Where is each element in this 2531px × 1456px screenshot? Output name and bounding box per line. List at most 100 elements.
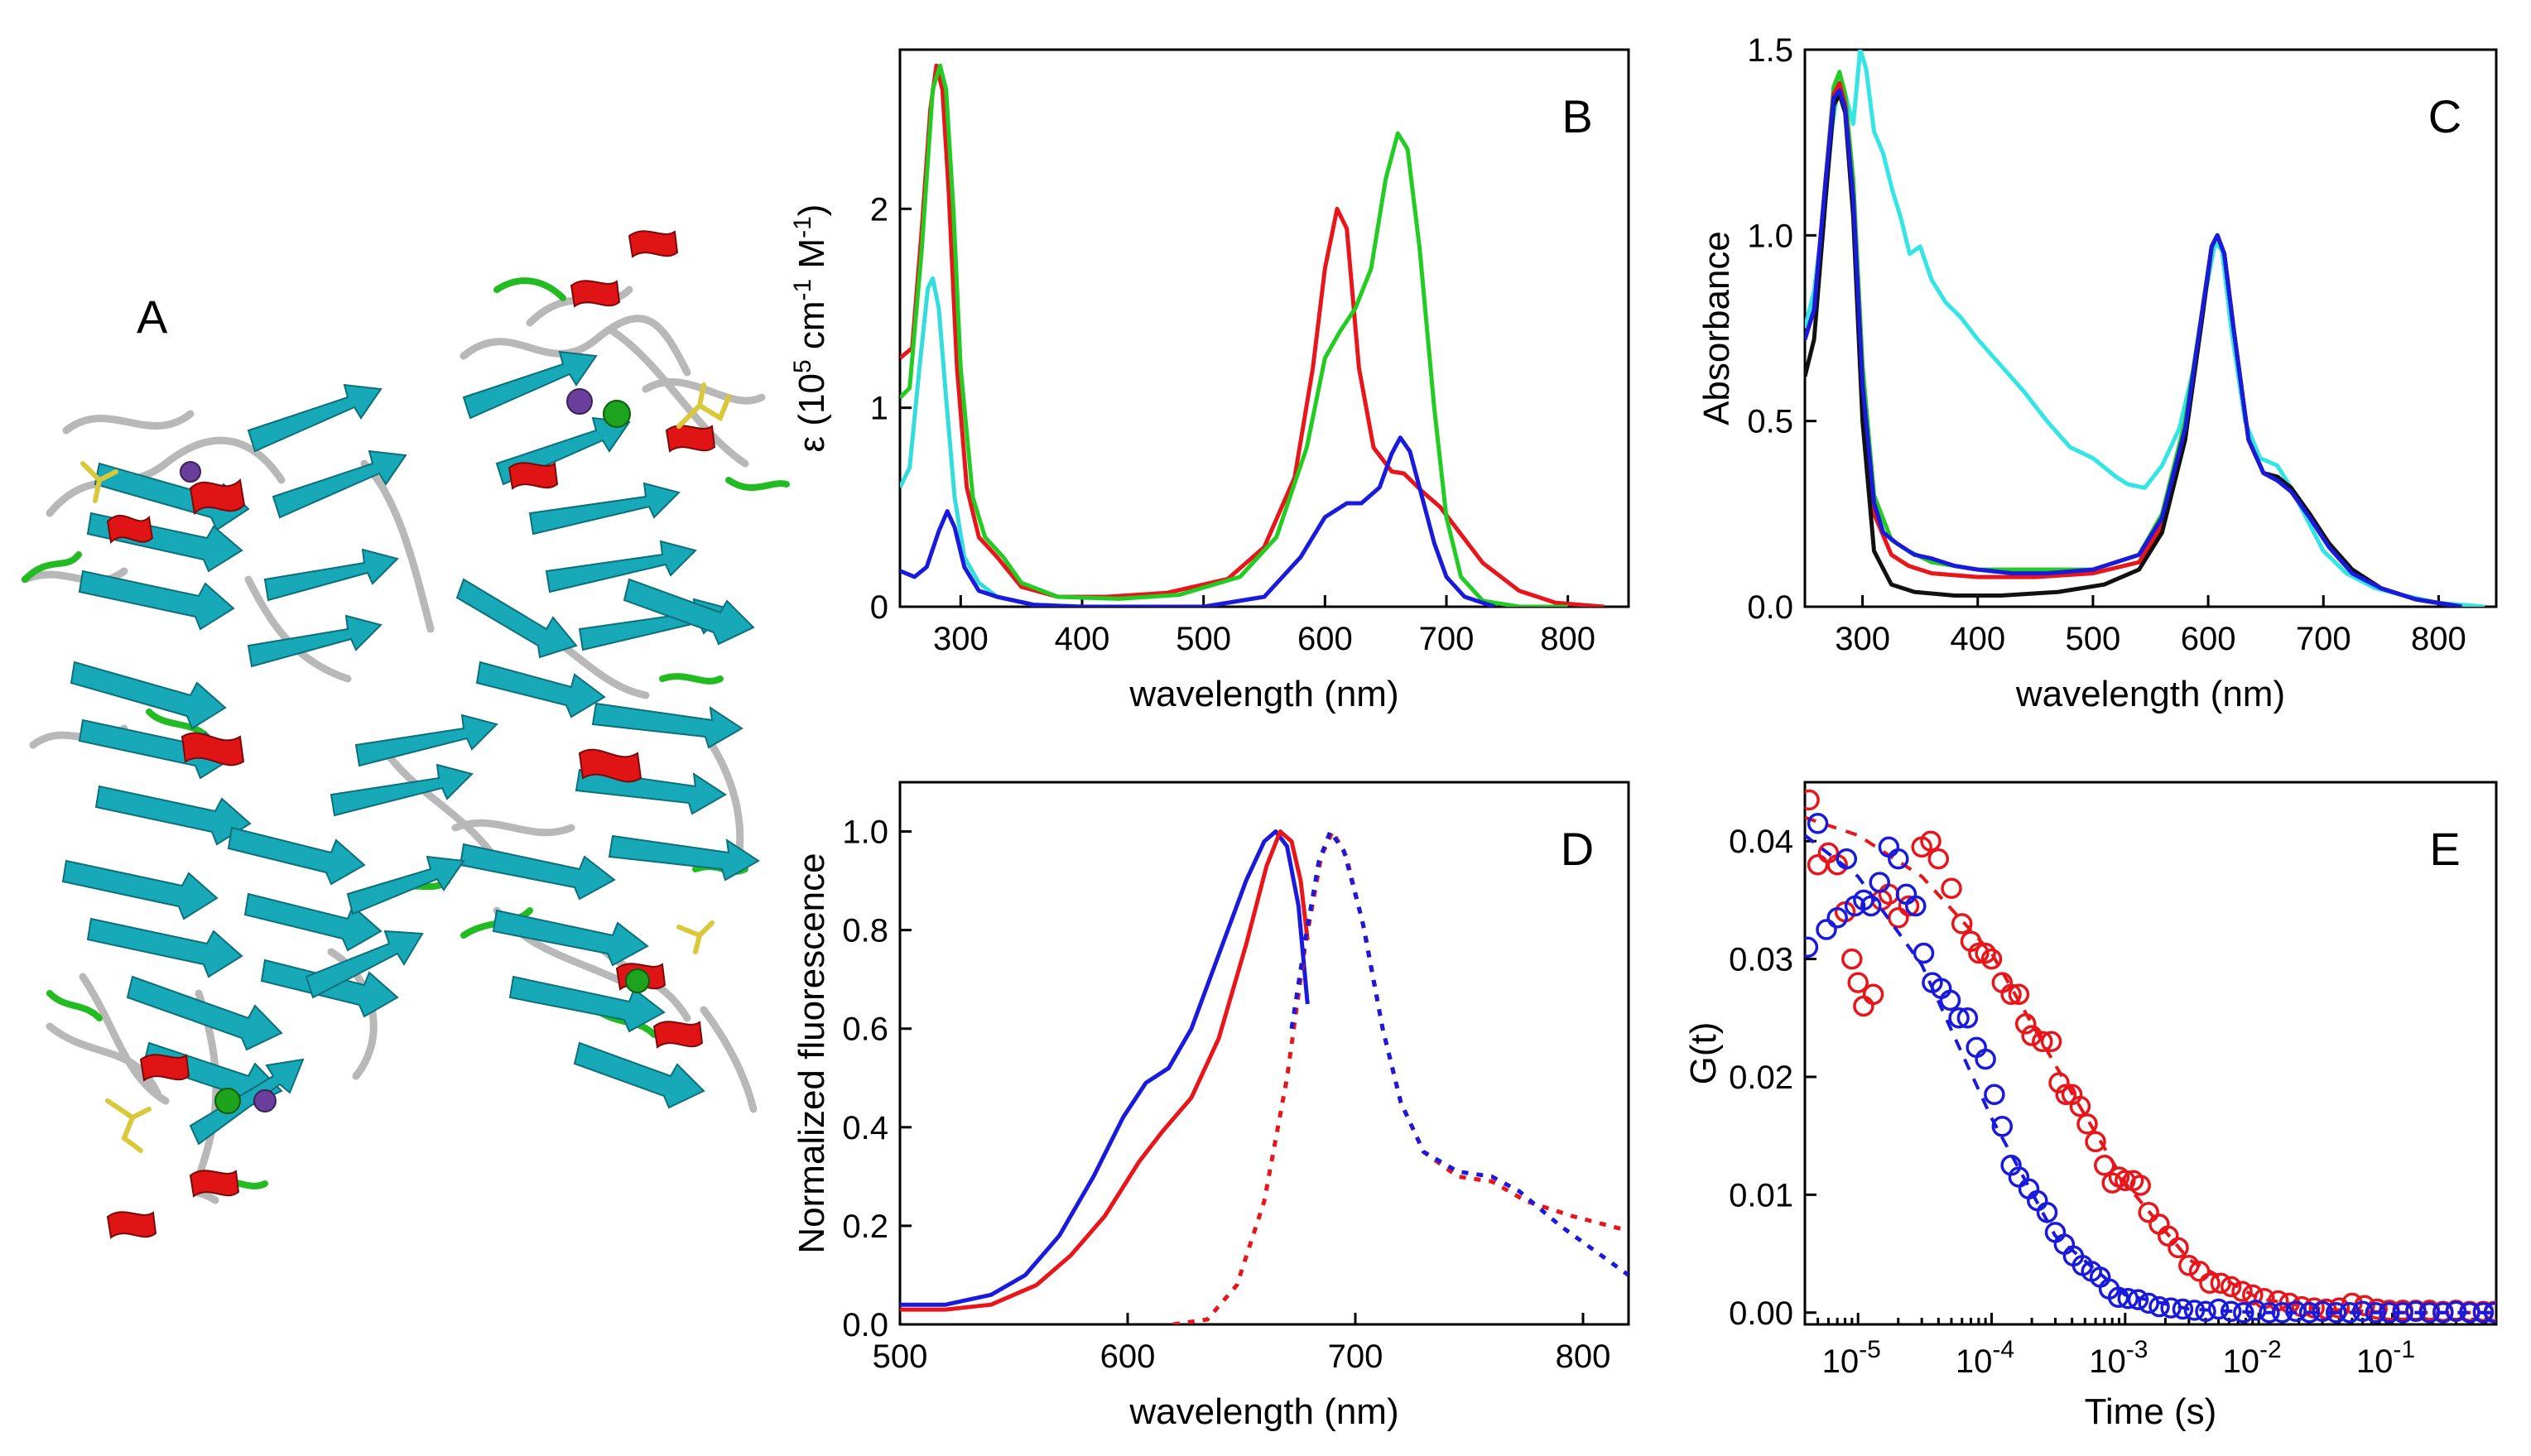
chart-e-point-red: [1805, 789, 1820, 811]
chart-e-point-blue: [2351, 1300, 2374, 1323]
chart-e-point-blue: [2298, 1302, 2321, 1324]
chart-e-point-red: [2178, 1255, 2200, 1276]
chart-e-point-blue: [2432, 1302, 2454, 1324]
chart-b-xlabel: wavelength (nm): [1128, 674, 1398, 714]
chart-c-panel-letter: C: [2428, 90, 2461, 142]
chart-d-xlabel: wavelength (nm): [1128, 1391, 1398, 1432]
chart-e-ytick-label: 0.04: [1729, 824, 1793, 860]
chart-e-point-red: [2055, 1084, 2077, 1106]
chart-e-point-blue: [1816, 919, 1837, 940]
chart-e-point-blue: [2245, 1300, 2267, 1321]
chart-e-point-red: [2168, 1237, 2189, 1259]
chart-d-ylabel: Normalized fluorescence: [792, 853, 832, 1253]
chart-d-xtick-label: 700: [1328, 1338, 1383, 1375]
chart-b-plot-area: [900, 63, 1605, 607]
chart-e-point-red: [1841, 948, 1863, 970]
panel-b-extinction-chart: 300 400 500 600 700 800 0 1 2 wavelength (nm) ε (1…: [789, 48, 1630, 714]
chart-e-point-blue: [1807, 813, 1829, 834]
chart-d-ytick-label: 1.0: [842, 814, 888, 851]
chart-e-point-blue: [2445, 1300, 2467, 1323]
chart-c-xtick-label: 400: [1950, 621, 2005, 657]
chart-e-xlabel: Time (s): [2085, 1391, 2217, 1432]
chart-e-point-blue: [2418, 1302, 2441, 1324]
chart-e-point-red: [2032, 1031, 2053, 1053]
chart-e-point-blue: [2325, 1302, 2347, 1324]
chart-c-xtick-label: 700: [2296, 621, 2351, 657]
chart-c-xtick-label: 500: [2066, 621, 2121, 657]
chart-e-point-red: [2220, 1276, 2242, 1298]
chart-e-xtick-label: 10-3: [2089, 1336, 2148, 1380]
chart-c-xlabel: wavelength (nm): [2015, 674, 2285, 714]
chart-e-point-blue: [2160, 1297, 2182, 1319]
chart-d-ytick-label: 0.2: [842, 1209, 888, 1245]
chart-e-point-red: [2040, 1031, 2062, 1053]
chart-b-xtick-label: 400: [1055, 621, 1110, 657]
chart-e-ytick-label: 0.00: [1729, 1295, 1793, 1332]
chart-c-series-cyan: [1805, 50, 2485, 607]
chart-e-point-blue: [2392, 1302, 2413, 1324]
chart-e-point-blue: [2148, 1295, 2170, 1318]
chart-d-ytick-label: 0.8: [842, 913, 888, 949]
chart-e-point-blue: [1860, 895, 1882, 917]
chart-d-series-blue-excitation: [900, 829, 1310, 1307]
chart-e-point-red: [2199, 1272, 2221, 1294]
chart-c-ytick-label: 1.5: [1747, 32, 1793, 69]
chart-e-point-red: [1951, 913, 1973, 935]
chart-e-point-red: [2138, 1201, 2159, 1223]
chart-e-point-red: [1980, 948, 2003, 970]
chart-d-xtick-label: 500: [873, 1338, 928, 1375]
chart-e-point-blue: [1948, 1007, 1970, 1029]
chart-d-series-red-excitation: [900, 829, 1310, 1312]
chart-b-ylabel: ε (105 cm-1 M-1): [789, 204, 832, 453]
panel-d-fluorescence-chart: 500 600 700 800 0.0 0.2 0.4 0.6 0.8 1.0 wavelength…: [792, 781, 1630, 1432]
chart-e-point-blue: [2172, 1298, 2194, 1320]
chart-b-xtick-label: 300: [933, 621, 989, 657]
chart-d-ytick-label: 0.0: [842, 1307, 888, 1343]
chart-e-ylabel: G(t): [1683, 1022, 1724, 1085]
panel-e-correlation-chart: 10-5 10-4 10-3 10-2 10-1 0.00 0.01 0.02 0.03 0.04…: [1683, 781, 2498, 1432]
chart-e-point-blue: [2379, 1302, 2400, 1324]
chart-c-xtick-label: 300: [1835, 621, 1890, 657]
chart-e-fit-blue: [1805, 834, 2496, 1314]
chart-c-ylabel: Absorbance: [1696, 231, 1737, 425]
chart-e-point-red: [1853, 995, 1874, 1017]
chart-e-xtick-label: 10-2: [2223, 1336, 2282, 1380]
chart-b-ytick-label: 2: [870, 191, 888, 228]
chart-b-panel-letter: B: [1561, 90, 1592, 142]
chart-d-panel-letter: D: [1561, 823, 1594, 875]
chart-e-point-red: [2014, 1013, 2037, 1035]
chart-d-series-blue-emission: [1289, 829, 1629, 1277]
chart-d-xtick-label: 800: [1556, 1338, 1611, 1375]
chart-e-point-red: [2231, 1281, 2253, 1302]
chart-e-plot-area: [1805, 789, 2496, 1324]
chart-e-point-blue: [1888, 848, 1909, 870]
chart-e-point-blue: [2207, 1298, 2230, 1320]
chart-e-xtick-label: 10-5: [1822, 1336, 1881, 1380]
chart-e-point-red: [2021, 1025, 2043, 1046]
chart-b-series-green: [900, 63, 1568, 607]
chart-b-frame: [898, 48, 1630, 608]
chart-e-point-blue: [1913, 942, 1935, 964]
chart-c-ytick-label: 0.5: [1747, 404, 1793, 440]
chart-e-point-red: [2048, 1072, 2070, 1093]
chart-c-series-red: [1805, 80, 2462, 607]
chart-e-xtick-label: 10-4: [1956, 1336, 2014, 1380]
chart-c-plot-area: [1805, 50, 2485, 607]
chart-e-point-blue: [1956, 1007, 1979, 1029]
chart-d-plot-area: [900, 829, 1629, 1324]
chart-c-series-green: [1805, 70, 2462, 607]
chart-e-point-blue: [1905, 895, 1927, 917]
chart-e-point-blue: [2138, 1292, 2159, 1314]
chart-e-xtick-label: 10-1: [2356, 1336, 2415, 1380]
chart-d-ytick-label: 0.6: [842, 1012, 888, 1048]
chart-e-point-blue: [2220, 1300, 2242, 1323]
chart-e-point-red: [1888, 907, 1909, 929]
chart-c-ytick-label: 0.0: [1747, 589, 1793, 626]
panel-c-absorbance-chart: 300 400 500 600 700 800 0.0 0.5 1.0 1.5 wavelength…: [1696, 32, 2498, 714]
chart-e-point-red: [1898, 895, 1920, 917]
chart-e-point-blue: [2339, 1302, 2360, 1324]
chart-c-frame: [1803, 48, 2498, 608]
chart-e-ytick-label: 0.03: [1729, 942, 1793, 978]
chart-e-point-blue: [1836, 848, 1858, 870]
chart-b-xtick-label: 600: [1297, 621, 1353, 657]
